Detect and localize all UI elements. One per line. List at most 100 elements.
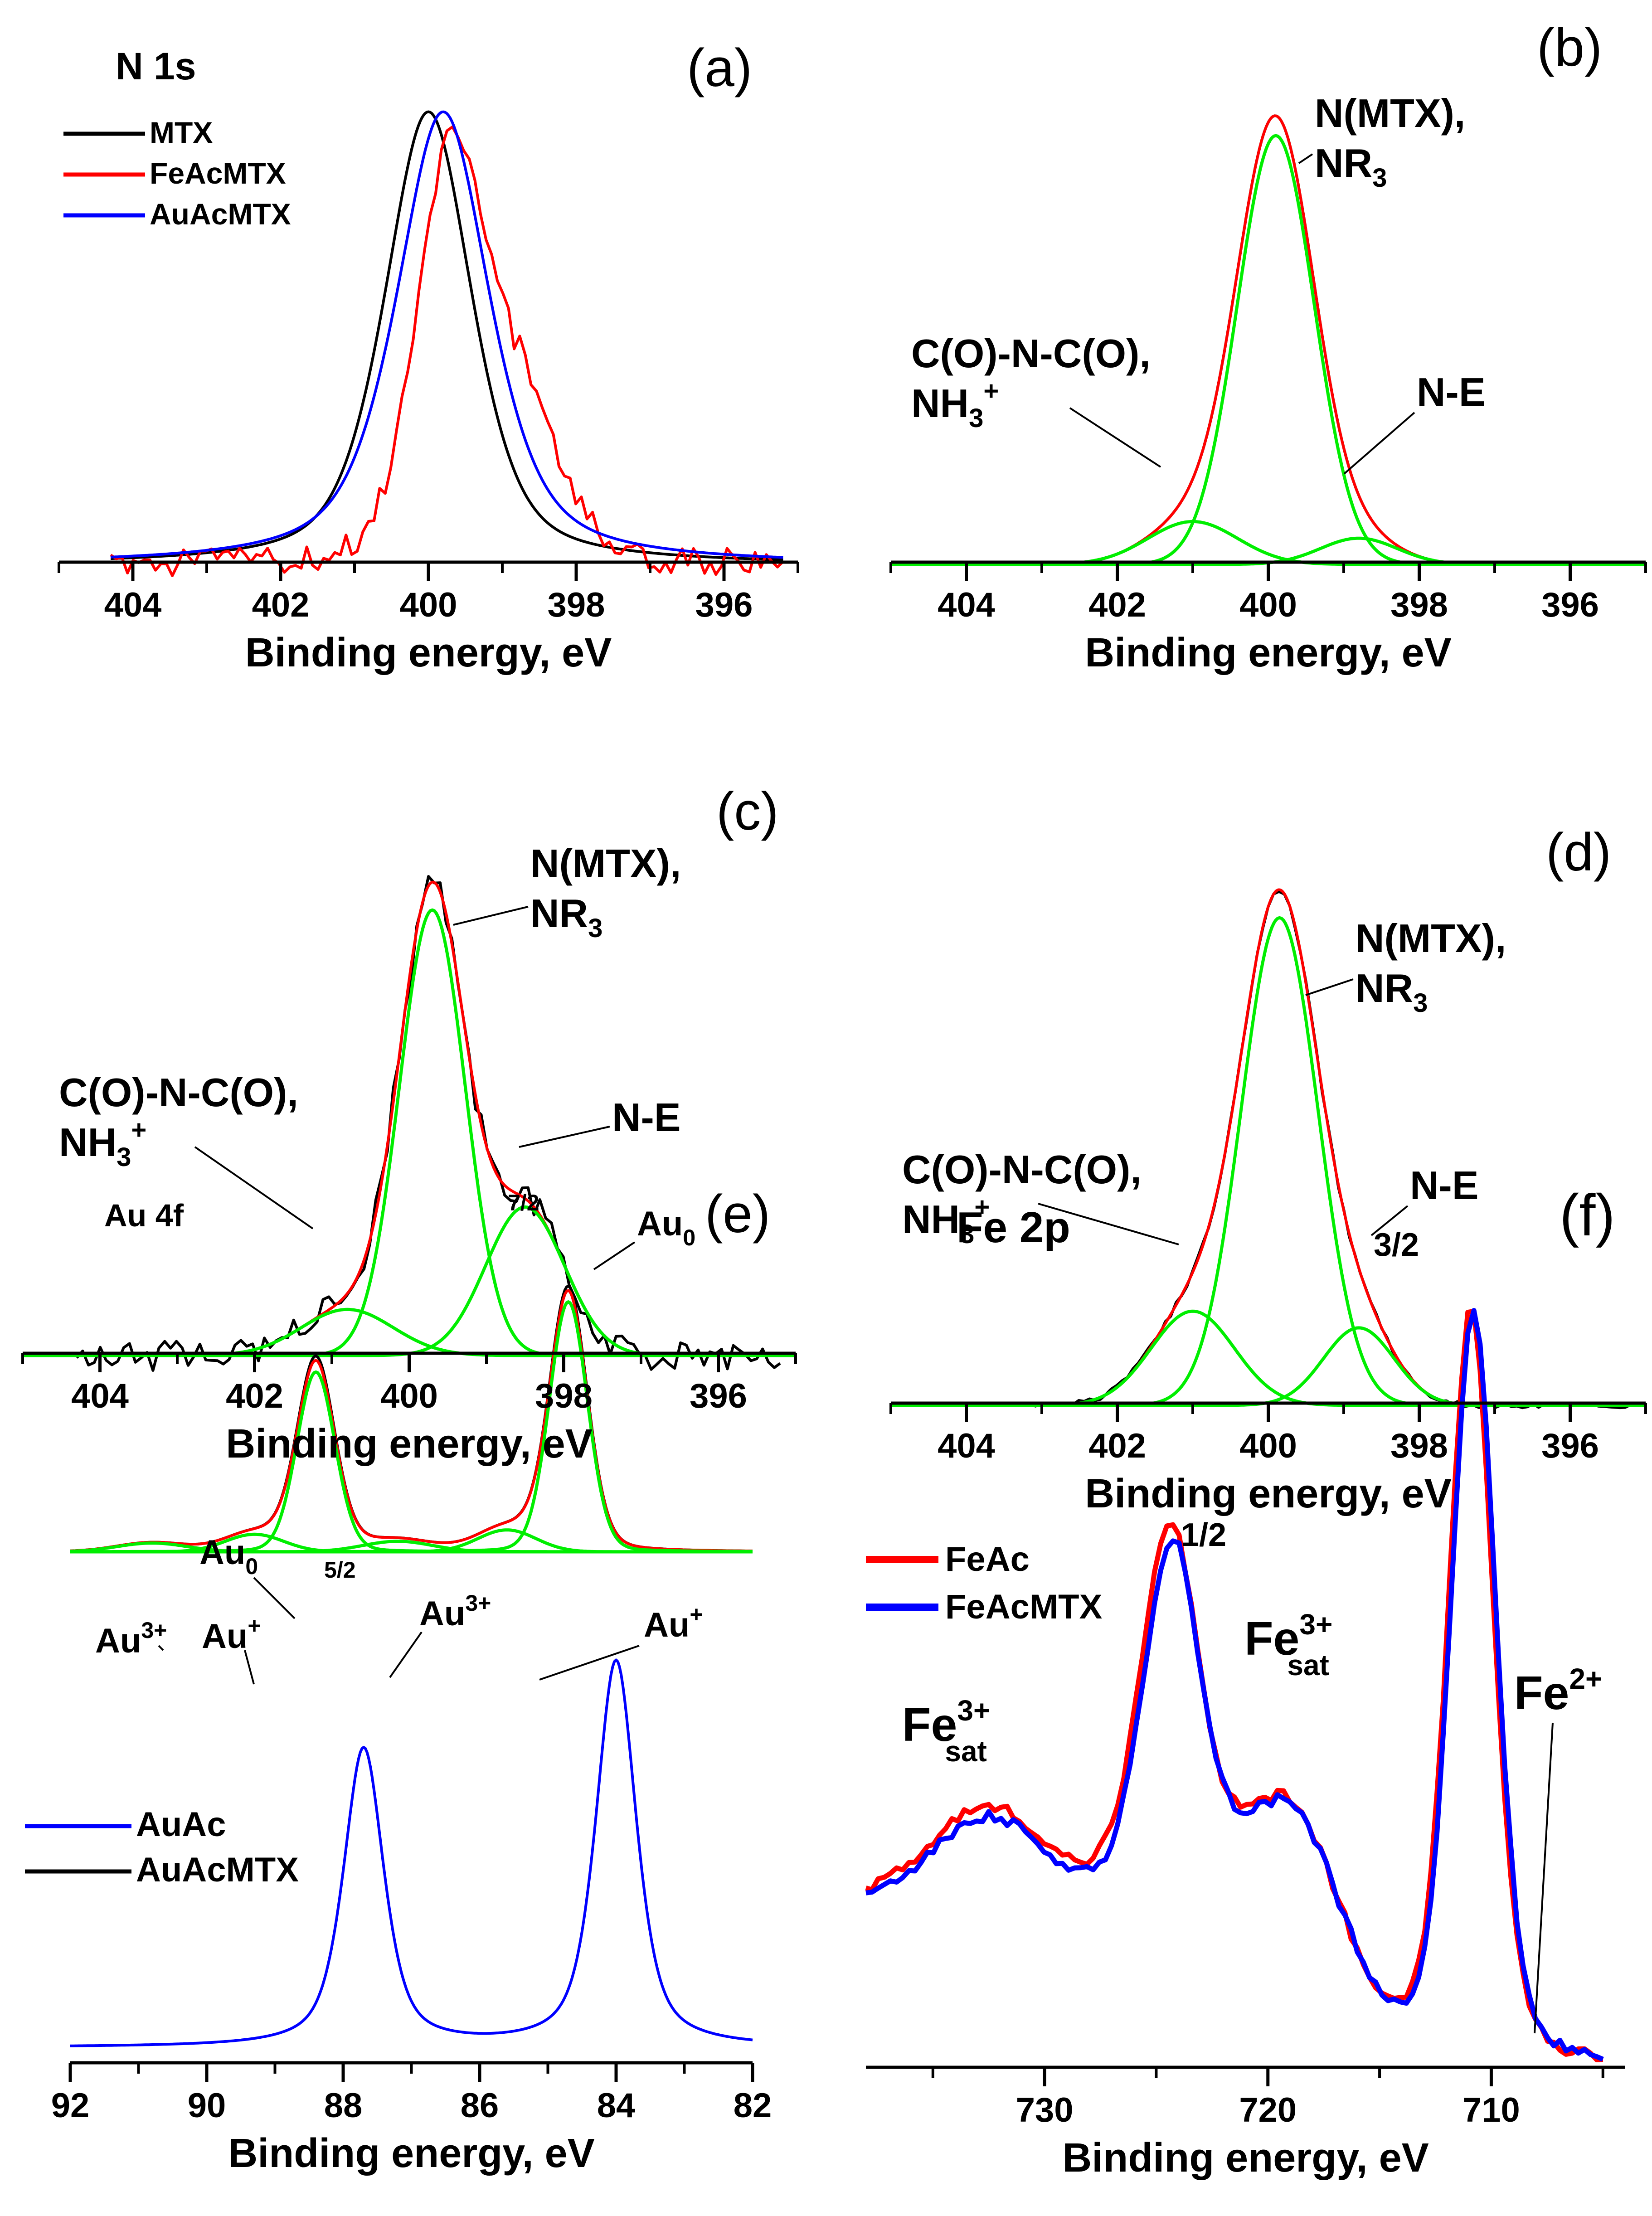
annotation-f-fesat-left: Fe3+ sat	[902, 1694, 990, 1768]
x-tick-label-c: 400	[380, 1377, 438, 1415]
series-f-feacmtx	[865, 1308, 1604, 2062]
x-tick-label-c: 398	[535, 1377, 593, 1415]
annotation-d-co-2-part: +	[974, 1192, 990, 1222]
series-a-feacmtx	[110, 125, 784, 577]
annotation-f-fe2-part: Fe	[1514, 1667, 1569, 1720]
panel-label-c: (c)	[716, 782, 779, 841]
series-a-auacmtx	[110, 110, 783, 559]
x-tick-label-d: 396	[1541, 1427, 1599, 1465]
leader-d-ne	[1370, 1205, 1409, 1236]
x-tick-label-e: 82	[734, 2086, 772, 2125]
leader-f-fe2	[1534, 1722, 1554, 2034]
annotation-f-fesat-left-part: sat	[945, 1735, 987, 1768]
x-axis-label-d: Binding energy, eV	[1085, 1471, 1451, 1516]
annotation-e-au1-left-part: Au	[202, 1617, 248, 1656]
annotation-f-fe2: Fe2+	[1514, 1662, 1602, 1720]
text-layer: 404 402 400 398 396 Binding energy, eV 404 402 4…	[51, 18, 1615, 2181]
leader-e-au1-right	[539, 1645, 640, 1681]
annotation-e-au0-right: Au0	[637, 1205, 695, 1250]
panel-label-d: (d)	[1546, 822, 1611, 882]
legend-label-a-0: MTX	[150, 116, 213, 149]
annotation-d-nmtx-2-part: 3	[1413, 988, 1428, 1018]
x-axis-label-e: Binding energy, eV	[228, 2131, 594, 2176]
annotation-b-nmtx-1: N(MTX),	[1315, 91, 1465, 136]
x-tick-label-b: 396	[1541, 586, 1599, 624]
annotation-c-nmtx-2-part: 3	[588, 914, 602, 943]
x-tick-label-b: 402	[1088, 586, 1146, 624]
annotation-e-au1-left-part: +	[248, 1613, 261, 1638]
annotation-e-au0-right-part: 0	[683, 1225, 695, 1250]
axes-layer	[21, 131, 1647, 2086]
annotation-d-co-1: C(O)-N-C(O),	[902, 1147, 1142, 1192]
x-tick-label-e: 84	[597, 2086, 636, 2125]
legend-label-f-1: FeAcMTX	[945, 1588, 1103, 1626]
x-tick-label-a: 404	[104, 586, 162, 624]
annotation-b-nmtx-2-part: NR	[1315, 141, 1372, 185]
x-tick-label-f: 730	[1016, 2091, 1074, 2129]
x-tick-label-a: 402	[252, 586, 310, 624]
annotation-c-nmtx-1: N(MTX),	[530, 841, 681, 886]
annotation-e-au3-left: Au3+	[95, 1618, 167, 1660]
legend-label-e-0: AuAc	[136, 1805, 226, 1844]
annotation-e-au3-mid: Au3+	[419, 1590, 491, 1633]
x-tick-label-b: 404	[938, 586, 995, 624]
x-tick-label-e: 88	[324, 2086, 363, 2125]
series-e-auac	[70, 1658, 753, 2047]
leader-e-au3-mid	[389, 1631, 423, 1678]
annotation-f-fesat-mid-part: sat	[1287, 1649, 1329, 1681]
annotation-f-fesat-left-part: Fe	[902, 1699, 957, 1751]
x-tick-label-a: 396	[695, 586, 753, 624]
annotation-c-co-2-part: +	[131, 1115, 146, 1145]
annotation-e-52: 5/2	[324, 1557, 356, 1583]
annotation-f-fesat-mid-part: 3+	[1299, 1608, 1332, 1641]
annotation-d-nmtx-2-part: NR	[1356, 966, 1413, 1011]
annotation-f-fesat-mid: Fe3+ sat	[1244, 1608, 1332, 1681]
annotation-e-au0-left-part: 0	[245, 1554, 258, 1579]
annotation-e-au3-mid-part: 3+	[465, 1590, 491, 1616]
leader-e-au0-left	[253, 1577, 296, 1619]
annotation-b-co-2-part: 3	[969, 403, 983, 433]
leader-b-ne	[1343, 412, 1415, 475]
x-tick-label-d: 404	[938, 1427, 995, 1465]
annotation-e-au3-mid-part: Au	[419, 1594, 465, 1633]
legend-label-e-1: AuAcMTX	[136, 1851, 299, 1889]
annotation-f-fe2-part: 2+	[1569, 1662, 1602, 1695]
series-e-fit	[70, 1289, 753, 1553]
annotation-d-co-2-part: 3	[960, 1220, 974, 1249]
x-tick-label-a: 400	[400, 586, 457, 624]
legend-label-a-1: FeAcMTX	[150, 156, 286, 190]
annotation-c-co-2-part: 3	[117, 1142, 131, 1172]
x-tick-label-f: 720	[1239, 2091, 1297, 2129]
annotation-f-fesat-left-part: 3+	[957, 1694, 990, 1727]
leader-e-au0-right	[593, 1241, 636, 1270]
annotation-b-nmtx-2-part: 3	[1372, 163, 1387, 193]
panel-label-e: (e)	[705, 1184, 770, 1244]
x-tick-label-e: 86	[461, 2086, 499, 2125]
annotation-b-co-2-part: NH	[911, 381, 969, 426]
annotation-c-co-2-part: NH	[59, 1120, 117, 1165]
x-tick-label-e: 92	[51, 2086, 90, 2125]
x-tick-label-a: 398	[548, 586, 605, 624]
leader-c-co	[194, 1146, 314, 1229]
annotation-e-au0-left-part: Au	[199, 1533, 245, 1572]
x-tick-label-f: 710	[1463, 2091, 1520, 2129]
x-tick-label-b: 400	[1239, 586, 1297, 624]
annotation-d-co-2: NH3+	[902, 1192, 990, 1249]
series-e-au3-7-2	[70, 1540, 753, 1554]
x-axis-label-c: Binding energy, eV	[226, 1421, 592, 1467]
annotation-b-co-1: C(O)-N-C(O),	[911, 331, 1151, 376]
annotation-e-au1-right-part: Au	[644, 1606, 690, 1644]
x-tick-label-d: 402	[1088, 1427, 1146, 1465]
leader-e-au3-left	[158, 1645, 164, 1651]
annotation-e-72: 7/2	[508, 1190, 539, 1215]
x-tick-label-e: 90	[188, 2086, 226, 2125]
leader-d-nmtx	[1305, 978, 1354, 996]
leader-e-au1-left	[244, 1650, 255, 1685]
leader-b-nmtx	[1298, 153, 1313, 164]
x-tick-label-c: 404	[71, 1377, 129, 1415]
annotation-f-12: 1/2	[1181, 1517, 1226, 1553]
annotation-b-ne: N-E	[1417, 369, 1486, 414]
curves-layer	[23, 110, 1646, 2062]
leader-c-nmtx	[453, 906, 529, 926]
